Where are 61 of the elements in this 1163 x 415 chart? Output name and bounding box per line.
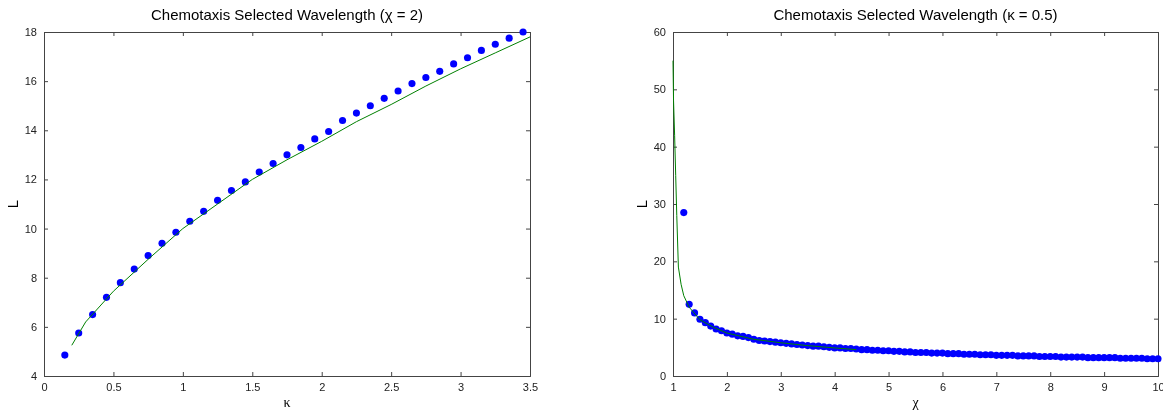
y-tick-label: 16 — [24, 75, 37, 88]
x-tick-label: 2 — [724, 380, 731, 393]
y-tick-label: 6 — [30, 320, 37, 333]
point — [422, 73, 430, 82]
point — [61, 351, 69, 359]
y-axis-title: L — [633, 199, 650, 209]
point — [463, 54, 472, 62]
point — [519, 28, 527, 36]
x-tick-label: 1 — [670, 380, 677, 393]
chart-title: Chemotaxis Selected Wavelength (χ = 2) — [150, 6, 424, 23]
point — [227, 186, 236, 195]
y-tick-label: 20 — [653, 255, 666, 268]
y-tick-label: 0 — [659, 370, 666, 383]
point — [297, 143, 305, 152]
point — [408, 80, 416, 88]
y-tick-label: 30 — [653, 198, 666, 211]
y-tick-label: 50 — [653, 83, 666, 96]
point — [491, 40, 499, 48]
x-tick-label: 7 — [993, 380, 1000, 393]
x-tick-label: 0 — [41, 380, 48, 393]
point — [325, 127, 333, 136]
x-tick-label: 1 — [180, 380, 187, 393]
x-tick-label: 3 — [458, 380, 465, 393]
y-tick-label: 8 — [30, 271, 37, 284]
point — [450, 60, 458, 68]
point — [338, 116, 347, 125]
x-tick-label: 5 — [885, 380, 893, 393]
y-tick-label: 10 — [24, 222, 37, 235]
y-tick-label: 40 — [653, 140, 666, 153]
x-tick-label: 2.5 — [383, 380, 400, 393]
x-tick-label: 6 — [939, 380, 947, 393]
y-tick-label: 10 — [653, 312, 666, 325]
x-tick-label: 4 — [832, 380, 839, 393]
x-tick-label: 1.5 — [245, 380, 261, 393]
x-tick-label: 8 — [1047, 380, 1054, 393]
chart-title: Chemotaxis Selected Wavelength (κ = 0.5) — [773, 6, 1058, 23]
point — [394, 87, 402, 95]
point — [269, 159, 277, 168]
point — [283, 151, 291, 159]
y-tick-label: 12 — [24, 173, 37, 186]
y-tick-label: 4 — [30, 370, 37, 383]
y-tick-label: 18 — [24, 26, 37, 39]
point — [380, 94, 388, 102]
x-tick-label: 3 — [778, 380, 785, 393]
x-tick-label: 3.5 — [522, 380, 539, 393]
point — [505, 34, 513, 42]
x-tick-label: 9 — [1101, 380, 1108, 393]
point — [214, 196, 222, 204]
y-tick-label: 60 — [653, 26, 666, 39]
point — [477, 46, 485, 54]
point — [366, 102, 374, 110]
x-tick-label: 2 — [319, 380, 326, 393]
y-axis-title: L — [4, 199, 21, 209]
x-axis-title: χ — [911, 395, 920, 410]
y-tick-label: 14 — [24, 124, 37, 137]
x-axis-title: κ — [283, 395, 291, 410]
line-series — [71, 36, 531, 346]
point — [436, 67, 444, 75]
point — [311, 135, 319, 143]
x-tick-label: 0.5 — [106, 380, 122, 393]
point — [352, 109, 360, 117]
